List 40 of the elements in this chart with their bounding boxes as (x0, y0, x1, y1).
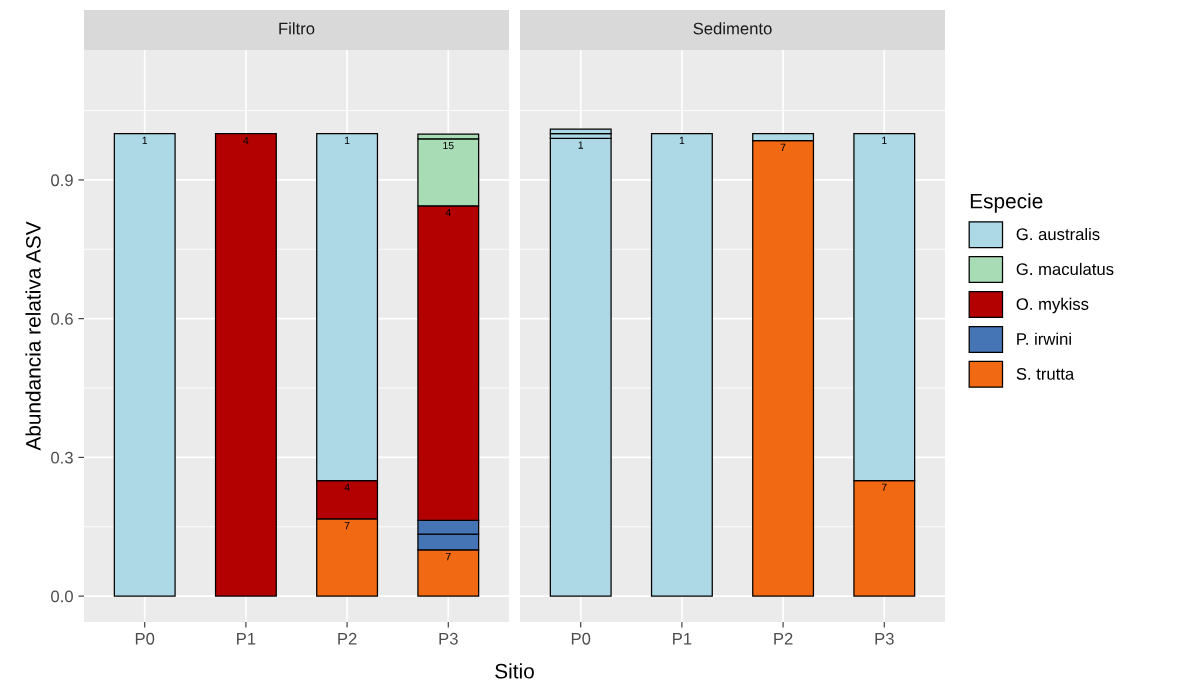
bar (549, 137, 612, 597)
annotation: 1 (679, 136, 685, 145)
bar (549, 128, 612, 135)
x-tick-label: P2 (338, 632, 357, 645)
x-axis-title: Sitio (495, 663, 534, 679)
annotation: 15 (443, 141, 454, 150)
y-tick-label: 0.9 (51, 174, 73, 187)
annotation: 7 (445, 553, 451, 561)
legend-label: P. irwini (1017, 332, 1071, 345)
x-tick-label: P1 (237, 633, 256, 645)
x-tick-label: P0 (135, 632, 155, 645)
bar (650, 133, 713, 597)
annotation: 1 (882, 136, 887, 145)
annotation: 7 (881, 483, 887, 491)
x-tick-label: P0 (571, 632, 591, 645)
x-tick-label: P1 (673, 633, 692, 645)
annotation: 1 (344, 136, 350, 145)
annotation: 7 (344, 522, 350, 530)
chart-title: Sedimento (693, 22, 772, 35)
annotation: 1 (142, 136, 148, 145)
y-tick-label: 0.6 (51, 313, 73, 325)
legend-label: G. australis (1016, 227, 1100, 241)
x-tick-label: P3 (439, 632, 458, 645)
legend-label: S. trutta (1016, 368, 1075, 380)
legend-label: O. mykiss (1016, 297, 1089, 314)
annotation: 7 (780, 143, 786, 151)
legend-label: G. maculatus (1016, 262, 1114, 276)
chart-title: Filtro (279, 22, 315, 35)
x-tick-label: P2 (774, 632, 793, 645)
y-axis-title: Abundancia relativa ASV (25, 221, 41, 451)
y-tick-label: 0.0 (51, 590, 73, 603)
annotation: 1 (578, 141, 584, 149)
legend-title: Especie (970, 193, 1043, 213)
bar (113, 133, 176, 597)
y-tick-label: 0.3 (51, 451, 73, 464)
annotation: 4 (243, 136, 249, 145)
annotation: 4 (344, 483, 350, 491)
bar (214, 133, 277, 597)
x-tick-label: P3 (875, 632, 894, 645)
annotation: 4 (445, 208, 451, 217)
